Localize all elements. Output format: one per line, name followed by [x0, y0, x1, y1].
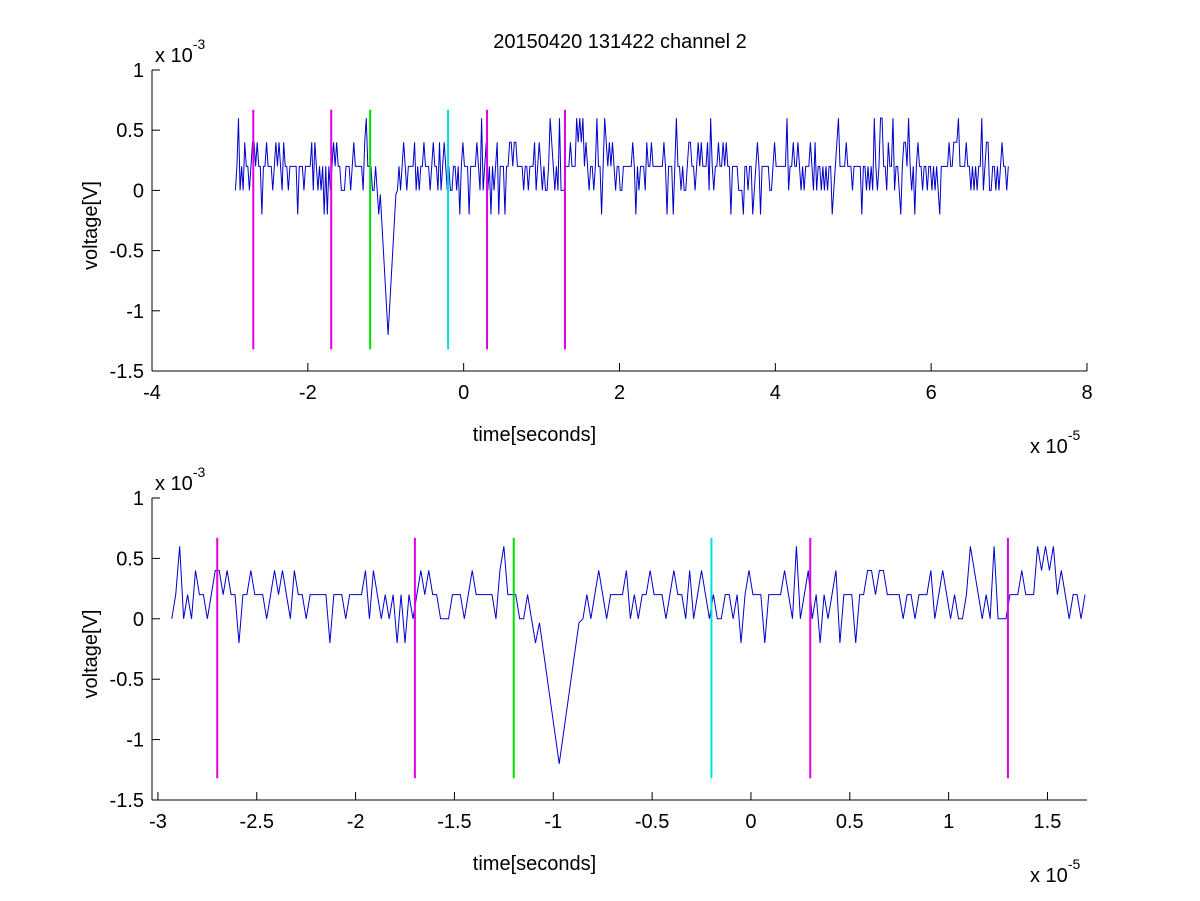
x-tick-label: 4	[770, 382, 781, 404]
signal-line	[234, 117, 1009, 335]
x-tick-label: -2.5	[240, 811, 274, 833]
y-tick-label: 1	[133, 488, 144, 510]
x-tick-label: 1	[943, 811, 954, 833]
y-tick-label: -1	[126, 730, 144, 752]
y-tick-label: 0.5	[116, 548, 144, 570]
x-tick-label: -1.5	[437, 811, 471, 833]
y-tick-label: -0.5	[110, 669, 144, 691]
signal-line	[171, 546, 1086, 764]
x-tick-label: 6	[926, 382, 937, 404]
x-exponent-base: x 10	[1030, 436, 1068, 458]
y-exponent-power: -3	[193, 36, 206, 52]
x-tick-label: -3	[149, 811, 167, 833]
y-tick-label: -1.5	[110, 790, 144, 812]
x-axis-label: time[seconds]	[473, 424, 596, 446]
x-tick-label: -2	[347, 811, 365, 833]
x-exponent-power: -5	[1068, 427, 1081, 443]
y-tick-label: 0	[133, 609, 144, 631]
y-exponent-power: -3	[193, 464, 206, 480]
y-tick-label: -1.5	[110, 361, 144, 383]
x-tick-label: -0.5	[635, 811, 669, 833]
x-tick-label: 0	[745, 811, 756, 833]
x-tick-label: 2	[614, 382, 625, 404]
x-exponent-power: -5	[1068, 856, 1081, 872]
y-exponent-base: x 10	[155, 45, 193, 67]
x-tick-label: -1	[544, 811, 562, 833]
bottom-axes: -3 -2.5 -2 -1.5 -1 -0.5 0 0.5 1 1.5 -1.5 -1 -0.5 0 0.5…	[80, 464, 1087, 887]
x-tick-label: 0	[458, 382, 469, 404]
x-tick-label: 0.5	[836, 811, 864, 833]
x-axis-label: time[seconds]	[473, 853, 596, 875]
y-axis-label: voltage[V]	[80, 181, 102, 270]
y-exponent-base: x 10	[155, 473, 193, 495]
y-tick-label: 0.5	[116, 120, 144, 142]
y-tick-label: 1	[133, 60, 144, 82]
y-tick-label: -1	[126, 301, 144, 323]
x-tick-label: 1.5	[1034, 811, 1062, 833]
x-tick-label: -2	[299, 382, 317, 404]
x-exponent-base: x 10	[1030, 865, 1068, 887]
top-axes: -4 -2 0 2 4 6 8 -1.5 -1 -0.5 0 0.5 1 time[seconds] vol…	[80, 36, 1093, 458]
y-exponent-label: x 10-3	[155, 464, 205, 495]
x-exponent-label: x 10-5	[1030, 856, 1080, 887]
x-tick-label: -4	[143, 382, 161, 404]
x-tick-label: 8	[1081, 382, 1092, 404]
y-exponent-label: x 10-3	[155, 36, 205, 67]
y-axis-label: voltage[V]	[80, 610, 102, 699]
y-tick-label: -0.5	[110, 241, 144, 263]
x-exponent-label: x 10-5	[1030, 427, 1080, 458]
y-tick-label: 0	[133, 180, 144, 202]
figure-title: 20150420 131422 channel 2	[493, 31, 747, 53]
